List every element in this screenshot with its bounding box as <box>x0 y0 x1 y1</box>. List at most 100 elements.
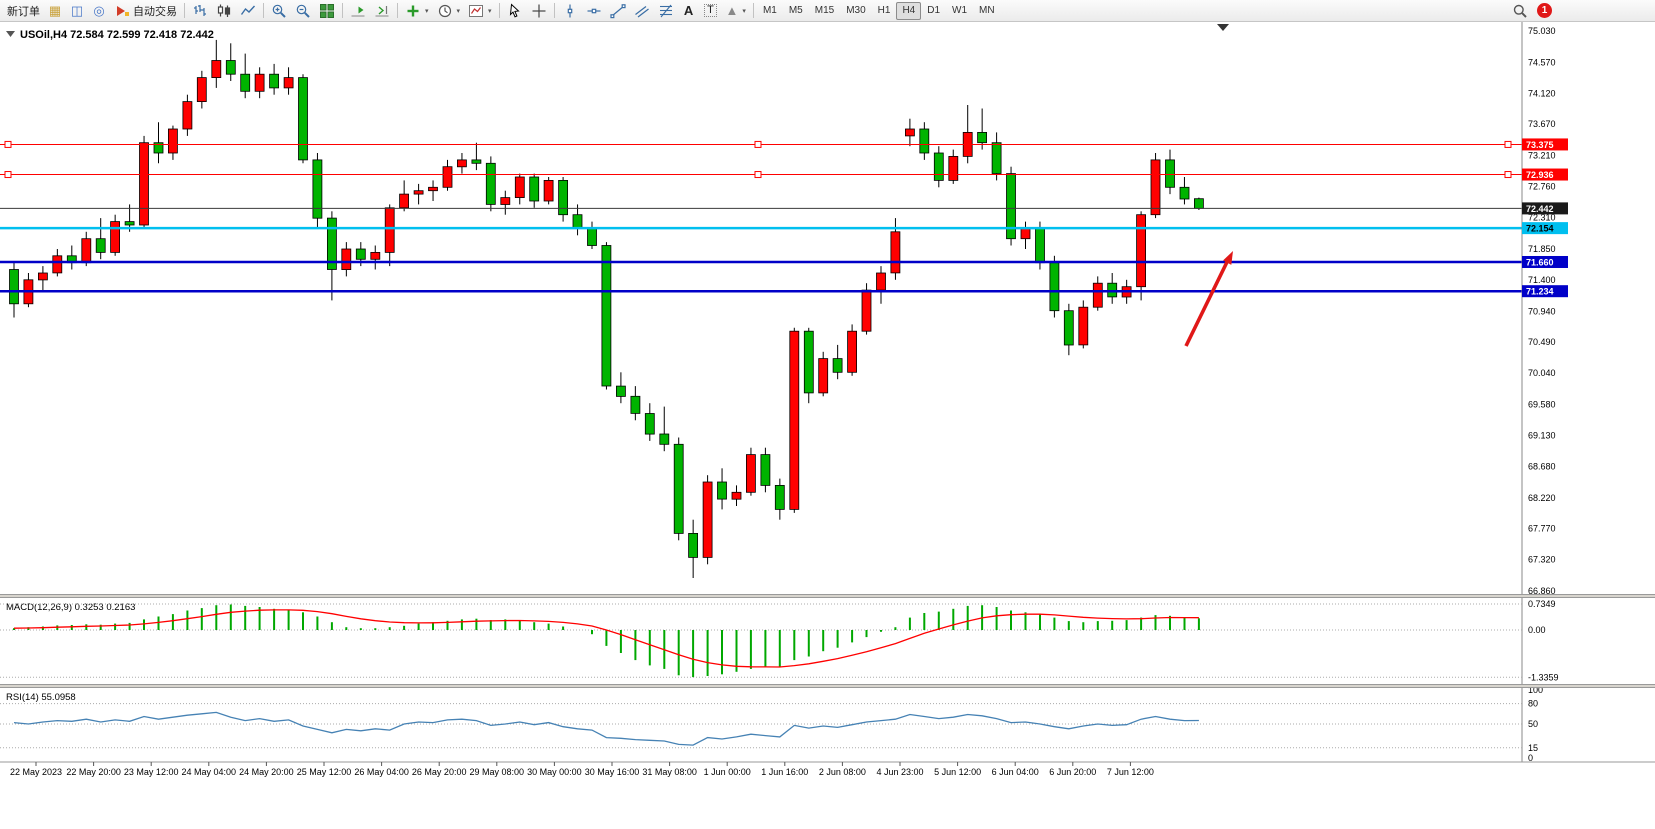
candle <box>1136 211 1146 301</box>
axis-label: 26 May 04:00 <box>354 767 409 777</box>
candle <box>702 475 713 565</box>
line-handle[interactable] <box>754 140 762 148</box>
tile-windows-icon <box>319 3 335 19</box>
axis-label: 73.670 <box>1528 119 1556 129</box>
bar-chart-mode-button[interactable] <box>188 1 212 21</box>
candle <box>1020 221 1031 249</box>
candle <box>876 266 886 304</box>
arrows-dropdown[interactable]: ▲ ▾ <box>722 1 750 21</box>
axis-label: 25 May 12:00 <box>297 767 352 777</box>
candle <box>601 242 612 390</box>
cursor-tool-icon <box>507 2 523 19</box>
axis-label: 1 Jun 16:00 <box>761 767 808 777</box>
axis-label: 7 Jun 12:00 <box>1107 767 1154 777</box>
candle <box>774 478 785 520</box>
axis-label: 70.040 <box>1528 368 1556 378</box>
cursor-tool-button[interactable] <box>503 1 527 21</box>
chart-shift-marker[interactable] <box>1217 24 1229 31</box>
timeframe-M1-button[interactable]: M1 <box>762 5 777 16</box>
line-chart-mode-button[interactable] <box>236 1 260 21</box>
line-handle[interactable] <box>1504 140 1512 148</box>
resistance-line-72936[interactable] <box>0 171 1522 179</box>
line-handle[interactable] <box>4 171 12 179</box>
toolbar: 新订单 ▦ ◫ ◎ 自动交易 ▾ ▾ ▾ A T ▲ ▾ M1 M5 M15 M30 H1 H4 D1 W1 MN 1 <box>0 0 1655 22</box>
autotrading-button-label: 自动交易 <box>133 5 177 18</box>
line-handle[interactable] <box>1504 171 1512 179</box>
timeframe-H1-button[interactable]: H1 <box>877 5 891 16</box>
zoom-in-button[interactable] <box>267 1 291 21</box>
new-order-button-label: 新订单 <box>7 5 40 18</box>
market-watch-icon-glyph: ◫ <box>70 3 84 18</box>
timeframe-M5-button[interactable]: M5 <box>788 5 803 16</box>
text-label-tool-button-glyph: T <box>704 4 717 17</box>
candle <box>471 142 482 171</box>
candle <box>717 468 727 510</box>
axis-label: 24 May 04:00 <box>182 767 237 777</box>
candle <box>225 43 236 81</box>
line-handle[interactable] <box>4 140 12 148</box>
toolbar-separator <box>263 3 264 18</box>
chart-shift-button[interactable] <box>370 1 394 21</box>
autotrading-button[interactable]: 自动交易 <box>110 1 181 21</box>
axis-label: 72.154 <box>1526 224 1554 234</box>
templates-dropdown[interactable]: ▾ <box>464 1 496 21</box>
candle <box>211 39 222 88</box>
arrow-annotation[interactable] <box>1184 251 1233 347</box>
panel-separator[interactable] <box>0 594 1655 598</box>
caret-down-icon: ▾ <box>425 7 429 15</box>
candle <box>1150 153 1161 219</box>
axis-label: 69.130 <box>1528 430 1556 440</box>
timeframe-H4-button[interactable]: H4 <box>896 1 922 20</box>
candle <box>182 94 193 136</box>
timeframe-M30-button[interactable]: M30 <box>846 5 866 16</box>
line-handle[interactable] <box>754 171 762 179</box>
new-order-button[interactable]: 新订单 <box>3 1 44 21</box>
horizontal-line-tool-button[interactable] <box>582 1 606 21</box>
crosshair-tool-button[interactable] <box>527 1 551 21</box>
candle <box>818 351 829 397</box>
search-button[interactable] <box>1508 1 1532 21</box>
axis-label: 71.400 <box>1528 275 1556 285</box>
candle <box>1006 166 1016 246</box>
axis-label: 73.210 <box>1528 151 1556 161</box>
terminal-panel-icon[interactable]: ▦ <box>44 1 66 21</box>
candle <box>1165 149 1175 195</box>
navigator-icon[interactable]: ◎ <box>88 1 110 21</box>
timeframe-M15-button[interactable]: M15 <box>814 5 835 16</box>
market-watch-icon[interactable]: ◫ <box>66 1 88 21</box>
candle <box>688 519 698 578</box>
candlestick-mode-button[interactable] <box>212 1 236 21</box>
timeframe-W1-button[interactable]: W1 <box>952 5 968 16</box>
resistance-line-73375[interactable] <box>0 140 1522 148</box>
candle <box>167 125 178 160</box>
timeframe-MN-button[interactable]: MN <box>979 5 995 16</box>
equidistant-channel-tool-button[interactable] <box>630 1 654 21</box>
candle <box>240 53 251 99</box>
price-tag: 71.660 <box>1522 255 1568 268</box>
trendline-tool-button[interactable] <box>606 1 630 21</box>
zoom-out-icon <box>295 3 311 19</box>
vertical-line-tool-button[interactable] <box>558 1 582 21</box>
text-tool-button[interactable]: A <box>678 1 700 21</box>
axis-label: 6 Jun 04:00 <box>992 767 1039 777</box>
fibonacci-tool-button[interactable] <box>654 1 678 21</box>
zoom-out-button[interactable] <box>291 1 315 21</box>
notification-badge[interactable]: 1 <box>1537 3 1552 18</box>
rsi-label: RSI(14) 55.0958 <box>6 692 76 703</box>
tile-windows-button[interactable] <box>315 1 339 21</box>
timeframe-D1-button[interactable]: D1 <box>927 5 941 16</box>
candle <box>66 245 77 270</box>
auto-scroll-button[interactable] <box>346 1 370 21</box>
candle <box>558 177 568 222</box>
text-label-tool-button[interactable]: T <box>700 1 722 21</box>
period-dropdown[interactable]: ▾ <box>433 1 465 21</box>
one-click-trading-toggle[interactable] <box>6 31 15 37</box>
new-chart-dropdown[interactable]: ▾ <box>401 1 433 21</box>
candle <box>962 105 973 164</box>
axis-label: 0 <box>1528 753 1533 763</box>
candle <box>413 183 424 205</box>
search-icon <box>1512 3 1528 19</box>
panel-separator[interactable] <box>0 684 1655 688</box>
candle <box>789 327 800 513</box>
